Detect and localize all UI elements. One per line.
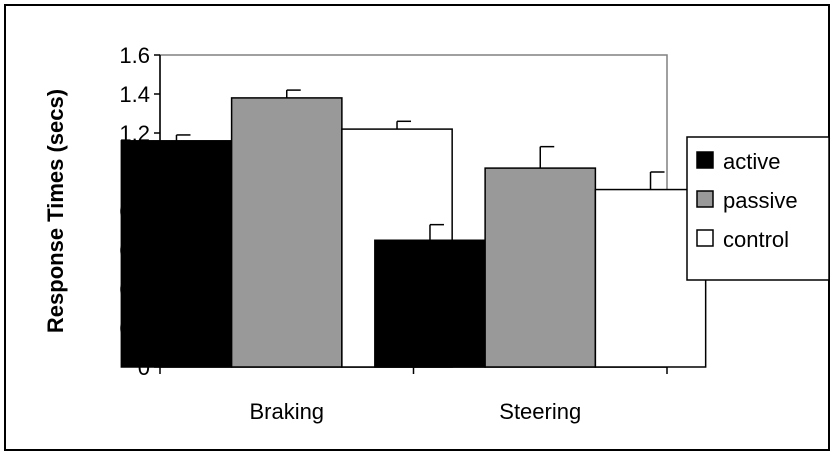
- legend-swatch-control: [696, 229, 714, 247]
- legend-label-control: control: [723, 227, 789, 252]
- legend: active passive control: [696, 149, 798, 252]
- legend-swatch-passive: [696, 190, 714, 208]
- bar-active-steering: [374, 239, 486, 368]
- x-category-label: Braking: [249, 399, 324, 424]
- legend-label-passive: passive: [723, 188, 798, 213]
- error-bars: [175, 89, 665, 241]
- bar-passive-braking: [230, 97, 343, 368]
- bar-passive-steering: [484, 167, 597, 368]
- bar-active-braking: [120, 140, 233, 368]
- y-axis-title: Response Times (secs): [43, 89, 68, 333]
- y-tick-label: 1.4: [119, 82, 150, 107]
- legend-label-active: active: [723, 149, 780, 174]
- x-category-label: Steering: [499, 399, 581, 424]
- legend-swatch-active: [696, 151, 714, 169]
- y-tick-label: 1.6: [119, 43, 150, 68]
